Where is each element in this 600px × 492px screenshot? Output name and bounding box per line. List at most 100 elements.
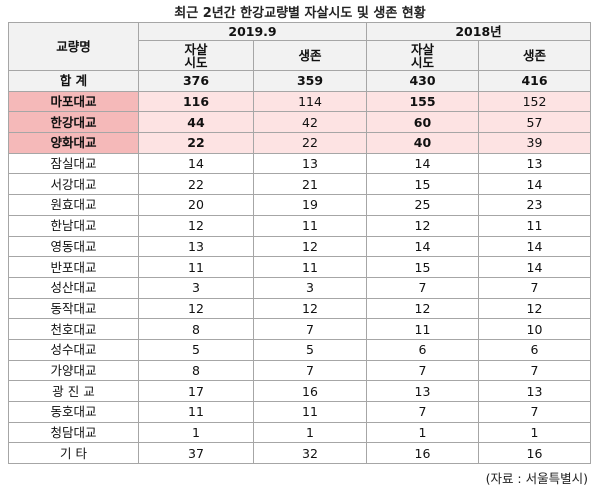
value-cell: 44 (138, 111, 254, 134)
value-cell: 11 (253, 256, 367, 278)
table-row: 한남대교 12 11 12 11 (8, 214, 592, 237)
value-cell: 7 (477, 401, 592, 423)
value-cell: 40 (366, 132, 479, 154)
value-cell: 15 (366, 173, 479, 196)
bridge-name: 잠실대교 (8, 152, 139, 175)
bridge-name: 동호대교 (8, 401, 139, 423)
value-cell: 15 (366, 256, 479, 278)
bridge-name: 한남대교 (8, 214, 139, 237)
value-cell: 8 (138, 318, 254, 340)
table-row: 가양대교 8 7 7 7 (8, 359, 592, 382)
bridge-name: 반포대교 (8, 256, 139, 278)
value-cell: 5 (253, 338, 367, 361)
value-cell: 10 (477, 318, 592, 340)
table-row: 합 계 376 359 430 416 (8, 70, 592, 92)
value-cell: 60 (366, 111, 479, 134)
value-cell: 14 (477, 256, 592, 278)
bridge-name: 동작대교 (8, 297, 139, 320)
bridge-name: 성수대교 (8, 338, 139, 361)
value-cell: 7 (366, 401, 479, 423)
bridge-name: 영동대교 (8, 235, 139, 258)
value-cell: 8 (138, 359, 254, 382)
value-cell: 13 (477, 380, 592, 402)
bridge-name: 천호대교 (8, 318, 139, 340)
value-cell: 14 (138, 152, 254, 175)
value-cell: 42 (253, 111, 367, 134)
bridge-name: 마포대교 (8, 90, 139, 113)
value-cell: 359 (253, 70, 367, 92)
value-cell: 11 (477, 214, 592, 237)
value-cell: 13 (138, 235, 254, 258)
header-group: 2018년 (365, 22, 592, 41)
table-row: 영동대교 13 12 14 14 (8, 235, 592, 258)
header-cell: 생존 (253, 40, 367, 71)
table-title: 최근 2년간 한강교량별 자살시도 및 생존 현황 (174, 6, 426, 21)
value-cell: 13 (366, 380, 479, 402)
value-cell: 12 (366, 297, 479, 320)
table-row: 천호대교 8 7 11 10 (8, 318, 592, 340)
header-group: 2019.9 (138, 22, 367, 41)
value-cell: 5 (138, 338, 254, 361)
value-cell: 7 (366, 276, 479, 299)
table-row: 잠실대교 14 13 14 13 (8, 152, 592, 175)
table-row: 광 진 교 17 16 13 13 (8, 380, 592, 402)
value-cell: 14 (477, 173, 592, 196)
value-cell: 376 (138, 70, 254, 92)
value-cell: 6 (366, 338, 479, 361)
value-cell: 14 (366, 152, 479, 175)
value-cell: 16 (477, 442, 592, 465)
value-cell: 1 (253, 421, 367, 444)
value-cell: 12 (477, 297, 592, 320)
bridge-name: 광 진 교 (8, 380, 139, 402)
value-cell: 16 (366, 442, 479, 465)
value-cell: 1 (477, 421, 592, 444)
value-cell: 39 (477, 132, 592, 154)
value-cell: 7 (253, 359, 367, 382)
value-cell: 3 (138, 276, 254, 299)
value-cell: 7 (253, 318, 367, 340)
table-row: 동호대교 11 11 7 7 (8, 401, 592, 423)
header-row: 교량명 2019.9 2018년 (8, 22, 592, 71)
value-cell: 155 (366, 90, 479, 113)
value-cell: 12 (138, 214, 254, 237)
header-cell: 자살 시도 (366, 40, 479, 71)
value-cell: 13 (477, 152, 592, 175)
table-header: 교량명 2019.9 2018년 자살 시도 생존 자살 시도 생존 (8, 22, 592, 71)
value-cell: 1 (138, 421, 254, 444)
value-cell: 152 (477, 90, 592, 113)
table-row: 한강대교 44 42 60 57 (8, 111, 592, 134)
value-cell: 14 (477, 235, 592, 258)
table-row: 동작대교 12 12 12 12 (8, 297, 592, 320)
value-cell: 7 (366, 359, 479, 382)
bridge-name: 한강대교 (8, 111, 139, 134)
value-cell: 32 (253, 442, 367, 465)
data-table: 교량명 2019.9 2018년 자살 시도 생존 자살 시도 생존 합 계 37… (8, 22, 592, 465)
table-row: 서강대교 22 21 15 14 (8, 173, 592, 196)
value-cell: 11 (366, 318, 479, 340)
value-cell: 116 (138, 90, 254, 113)
value-cell: 25 (366, 194, 479, 216)
value-cell: 22 (253, 132, 367, 154)
value-cell: 12 (366, 214, 479, 237)
value-cell: 37 (138, 442, 254, 465)
bridge-name: 청담대교 (8, 421, 139, 444)
header-row: 자살 시도 생존 자살 시도 생존 (9, 40, 592, 71)
value-cell: 114 (253, 90, 367, 113)
table-row: 성수대교 5 5 6 6 (8, 338, 592, 361)
value-cell: 12 (253, 235, 367, 258)
table-row: 마포대교 116 114 155 152 (8, 90, 592, 113)
value-cell: 22 (138, 132, 254, 154)
table-row: 성산대교 3 3 7 7 (8, 276, 592, 299)
value-cell: 22 (138, 173, 254, 196)
value-cell: 57 (477, 111, 592, 134)
value-cell: 20 (138, 194, 254, 216)
value-cell: 16 (253, 380, 367, 402)
bridge-name: 원효대교 (8, 194, 139, 216)
value-cell: 19 (253, 194, 367, 216)
table-body: 합 계 376 359 430 416 마포대교 116 114 155 152 한강대교 44 42 6… (8, 70, 592, 465)
source-note: (자료 : 서울특별시) (485, 471, 588, 486)
header-cell: 생존 (477, 40, 592, 71)
value-cell: 14 (366, 235, 479, 258)
value-cell: 12 (253, 297, 367, 320)
